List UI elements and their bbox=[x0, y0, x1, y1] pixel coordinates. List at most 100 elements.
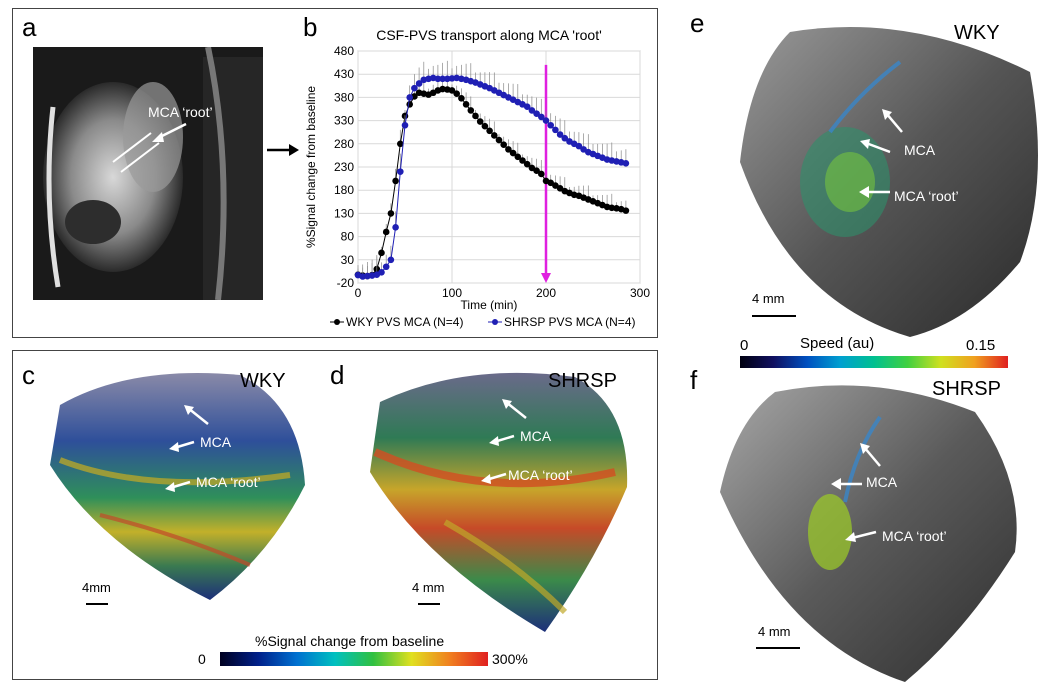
y-tick-label: 380 bbox=[334, 90, 354, 104]
panel-b-label: b bbox=[303, 12, 318, 42]
panel-a-label: a bbox=[22, 12, 37, 42]
data-point bbox=[392, 177, 399, 185]
x-tick-label: 300 bbox=[630, 286, 650, 300]
panel-cd-frame bbox=[12, 350, 658, 680]
data-point bbox=[547, 121, 554, 129]
data-point bbox=[622, 159, 630, 167]
data-point bbox=[397, 168, 404, 175]
scale-label-f: 4 mm bbox=[758, 624, 791, 639]
panel-d-title: SHRSP bbox=[548, 370, 617, 392]
panel-ab-frame bbox=[12, 8, 658, 338]
data-point bbox=[439, 75, 446, 83]
arrow-icon bbox=[184, 405, 209, 425]
arrow-icon bbox=[860, 443, 881, 467]
mca-root-label-c: MCA ‘root’ bbox=[196, 474, 261, 490]
wky-speed-volume bbox=[740, 27, 1038, 337]
speed-colorbar-min: 0 bbox=[740, 337, 749, 354]
data-point bbox=[528, 107, 536, 114]
arrow-icon bbox=[169, 440, 195, 452]
data-point bbox=[392, 224, 399, 231]
x-tick-label: 200 bbox=[536, 286, 556, 300]
scale-bar-d bbox=[418, 603, 440, 605]
arrow-icon bbox=[859, 186, 890, 198]
mca-label-e: MCA bbox=[904, 142, 936, 158]
data-point bbox=[561, 134, 569, 142]
signal-colorbar-min: 0 bbox=[198, 651, 206, 667]
data-point bbox=[500, 141, 507, 149]
data-point bbox=[491, 132, 498, 139]
arrow-icon bbox=[502, 399, 527, 419]
x-tick-label: 100 bbox=[442, 286, 462, 300]
x-axis-label: Time (min) bbox=[461, 298, 518, 312]
data-point bbox=[622, 207, 630, 214]
mri-slice-image bbox=[33, 47, 263, 300]
arrow-icon bbox=[165, 480, 191, 492]
mca-label-d: MCA bbox=[520, 428, 552, 444]
legend-label: WKY PVS MCA (N=4) bbox=[346, 315, 463, 329]
panel-c-title: WKY bbox=[240, 370, 286, 392]
data-point bbox=[538, 170, 545, 178]
scale-bar-c bbox=[86, 603, 108, 605]
data-point bbox=[542, 117, 550, 124]
arrow-icon bbox=[882, 109, 903, 133]
y-tick-label: 30 bbox=[341, 253, 355, 267]
panel-e-title: WKY bbox=[954, 22, 1000, 44]
panel-e-label: e bbox=[690, 8, 705, 38]
mca-label-f: MCA bbox=[866, 474, 898, 490]
data-point bbox=[411, 84, 418, 92]
y-tick-label: 280 bbox=[334, 137, 354, 151]
data-point bbox=[462, 101, 470, 108]
speed-colorbar-title: Speed (au) bbox=[800, 335, 875, 352]
data-point bbox=[406, 94, 413, 101]
signal-colorbar bbox=[220, 652, 488, 666]
y-tick-label: 330 bbox=[334, 114, 354, 128]
data-point bbox=[533, 167, 540, 175]
data-point bbox=[453, 90, 460, 97]
data-point bbox=[387, 256, 395, 264]
signal-colorbar-title: %Signal change from baseline bbox=[255, 633, 445, 649]
panel-f-label: f bbox=[690, 365, 698, 395]
data-point bbox=[415, 80, 423, 87]
data-point bbox=[458, 95, 465, 102]
scale-label-d: 4 mm bbox=[412, 580, 445, 595]
panel-c-label: c bbox=[22, 360, 35, 390]
data-point bbox=[378, 249, 385, 257]
legend-marker bbox=[492, 319, 498, 325]
data-point bbox=[538, 113, 545, 121]
y-axis-label: %Signal change from baseline bbox=[304, 86, 318, 248]
y-tick-label: 80 bbox=[341, 230, 355, 244]
y-tick-label: -20 bbox=[337, 276, 355, 290]
mca-root-label-a: MCA ‘root’ bbox=[148, 104, 213, 120]
arrow-icon bbox=[845, 530, 877, 542]
mca-root-label-e: MCA ‘root’ bbox=[894, 188, 959, 204]
data-point bbox=[575, 142, 583, 150]
line-chart: -20 30 80 130 180 230 280 330 380 430 480 0 100 200 30… bbox=[304, 27, 650, 329]
arrow-icon bbox=[481, 472, 507, 484]
speed-colorbar bbox=[740, 356, 1008, 368]
legend-marker bbox=[334, 319, 340, 325]
data-point bbox=[378, 269, 385, 276]
data-point bbox=[401, 121, 409, 129]
right-arrow-icon bbox=[267, 144, 299, 156]
scale-label-c: 4mm bbox=[82, 580, 111, 595]
data-point bbox=[519, 157, 526, 164]
data-point bbox=[486, 127, 493, 135]
scale-label-e: 4 mm bbox=[752, 291, 785, 306]
data-point bbox=[509, 149, 517, 157]
data-point bbox=[481, 122, 489, 130]
scale-bar-e bbox=[752, 315, 796, 317]
mca-label-c: MCA bbox=[200, 434, 232, 450]
y-tick-label: 430 bbox=[334, 67, 354, 81]
data-point bbox=[382, 228, 390, 236]
data-point bbox=[476, 118, 484, 125]
data-point bbox=[406, 101, 413, 108]
chart-title: CSF-PVS transport along MCA 'root' bbox=[376, 27, 602, 43]
data-point bbox=[387, 210, 395, 217]
marker-arrowhead bbox=[541, 273, 551, 283]
data-point bbox=[382, 263, 390, 271]
y-tick-label: 180 bbox=[334, 183, 354, 197]
data-point bbox=[495, 136, 503, 144]
data-point bbox=[467, 107, 475, 114]
data-point bbox=[434, 75, 442, 83]
panel-d-label: d bbox=[330, 360, 345, 390]
